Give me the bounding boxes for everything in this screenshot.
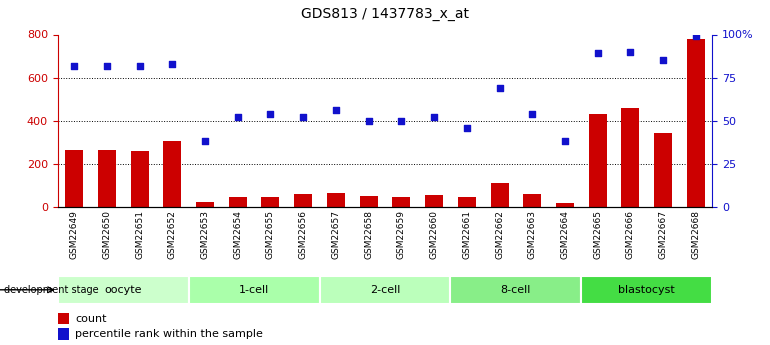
Text: GSM22667: GSM22667 [658,210,668,259]
Text: GSM22651: GSM22651 [135,210,144,259]
Point [330,108,342,113]
Text: GSM22657: GSM22657 [331,210,340,259]
Bar [294,195,312,207]
Text: GSM22652: GSM22652 [168,210,177,259]
Point [101,63,113,68]
FancyBboxPatch shape [189,276,320,304]
Point [428,115,440,120]
Bar [490,183,508,207]
Point [166,61,179,67]
Point [690,33,702,39]
Point [526,111,538,117]
Bar [98,150,116,207]
Text: GSM22658: GSM22658 [364,210,373,259]
Point [657,58,669,63]
Bar [458,197,476,207]
Point [199,139,211,144]
Text: 1-cell: 1-cell [239,285,270,295]
Text: GSM22659: GSM22659 [397,210,406,259]
Point [591,51,604,56]
Text: blastocyst: blastocyst [618,285,675,295]
Text: GSM22663: GSM22663 [527,210,537,259]
Text: GSM22665: GSM22665 [593,210,602,259]
Point [559,139,571,144]
Bar [425,195,443,207]
Bar [327,193,345,207]
Text: GSM22668: GSM22668 [691,210,701,259]
Point [264,111,276,117]
Bar [58,313,69,324]
Text: GDS813 / 1437783_x_at: GDS813 / 1437783_x_at [301,7,469,21]
Bar [131,151,149,207]
Text: GSM22666: GSM22666 [626,210,635,259]
Point [133,63,146,68]
Text: GSM22649: GSM22649 [69,210,79,259]
Bar [196,201,214,207]
Text: GSM22664: GSM22664 [561,210,570,259]
Text: GSM22653: GSM22653 [200,210,209,259]
Point [460,125,473,130]
Text: GSM22650: GSM22650 [102,210,112,259]
Text: GSM22662: GSM22662 [495,210,504,259]
Point [494,85,506,91]
FancyBboxPatch shape [450,276,581,304]
Text: 8-cell: 8-cell [500,285,531,295]
FancyBboxPatch shape [581,276,712,304]
Bar [556,203,574,207]
Bar [654,132,672,207]
Point [395,118,407,124]
Text: GSM22661: GSM22661 [462,210,471,259]
Text: GSM22654: GSM22654 [233,210,243,259]
Text: development stage: development stage [4,285,99,295]
Bar [229,197,246,207]
Text: 2-cell: 2-cell [370,285,400,295]
Point [232,115,244,120]
Point [68,63,80,68]
Text: GSM22660: GSM22660 [430,210,439,259]
Bar [58,328,69,340]
FancyBboxPatch shape [320,276,450,304]
Bar [589,114,607,207]
Bar [524,194,541,207]
Bar [65,150,83,207]
Bar [163,141,181,207]
Point [363,118,375,124]
Text: percentile rank within the sample: percentile rank within the sample [75,329,263,339]
Bar [262,197,280,207]
Text: oocyte: oocyte [105,285,142,295]
Point [297,115,310,120]
Bar [393,197,410,207]
Point [624,49,637,55]
Text: GSM22656: GSM22656 [299,210,308,259]
Bar [360,196,377,207]
Text: count: count [75,314,106,324]
FancyBboxPatch shape [58,276,189,304]
Text: GSM22655: GSM22655 [266,210,275,259]
Bar [621,108,639,207]
Bar [687,39,705,207]
